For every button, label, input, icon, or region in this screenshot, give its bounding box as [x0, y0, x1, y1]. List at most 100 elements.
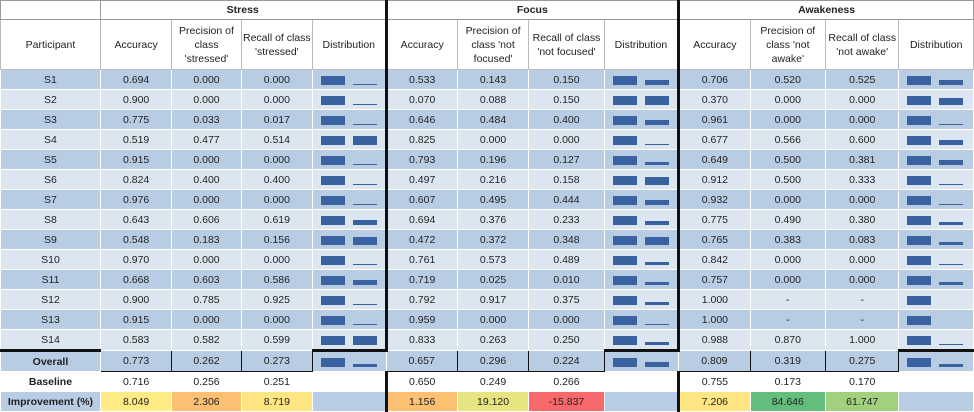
- distribution-bar-class-a: [321, 216, 346, 225]
- metric-value: 0.000: [528, 129, 605, 150]
- header-stress-accuracy: Accuracy: [99, 19, 173, 70]
- metric-value: 0.400: [171, 169, 242, 190]
- metric-value: 0.000: [171, 69, 242, 90]
- metric-value: 0.900: [99, 89, 173, 110]
- distribution-bar-class-a: [321, 196, 346, 205]
- distribution-bar-class-a: [612, 236, 637, 245]
- metric-value: 0.490: [749, 209, 827, 230]
- distribution-chart: [898, 149, 974, 170]
- metric-value: 0.477: [171, 129, 242, 150]
- distribution-chart: [603, 149, 680, 170]
- distribution-bar-class-b: [939, 264, 964, 265]
- metric-value: 1.000: [677, 289, 751, 310]
- metric-value: 0.514: [240, 129, 314, 150]
- metric-value: 0.000: [749, 109, 827, 130]
- distribution-bar-class-a: [907, 156, 932, 165]
- metric-value: 0.932: [677, 189, 751, 210]
- corner-cell: [0, 0, 101, 20]
- distribution-bar-class-a: [321, 296, 346, 305]
- metric-value: 0.025: [456, 269, 530, 290]
- metric-value: 0.000: [240, 309, 314, 330]
- participant-id: S10: [0, 249, 101, 270]
- empty-cell: [898, 391, 974, 412]
- distribution-bar-class-b: [353, 324, 378, 325]
- overall-value: 0.273: [240, 350, 314, 372]
- overall-value: 0.773: [99, 350, 173, 372]
- distribution-bar-class-b: [939, 80, 964, 85]
- metric-value: 0.694: [384, 209, 458, 230]
- distribution-bar-class-a: [612, 196, 637, 205]
- overall-label: Overall: [0, 349, 101, 372]
- distribution-bar-class-a: [907, 176, 932, 185]
- metric-value: 0.216: [456, 169, 530, 190]
- distribution-bar-class-b: [939, 160, 964, 165]
- metric-value: 0.150: [528, 69, 605, 90]
- table-row: S11 0.668 0.603 0.586 0.719 0.025 0.010 0.757 0.…: [0, 269, 974, 290]
- metric-value: 0.706: [677, 69, 751, 90]
- distribution-chart: [312, 289, 387, 310]
- metric-value: 0.775: [677, 209, 751, 230]
- improvement-value: 2.306: [171, 391, 242, 412]
- distribution-bar-class-a: [612, 296, 637, 305]
- table-row: S4 0.519 0.477 0.514 0.825 0.000 0.000 0.677 0.5…: [0, 129, 974, 150]
- distribution-bar-class-b: [353, 184, 378, 185]
- metric-value: 0.785: [171, 289, 242, 310]
- distribution-bar-class-a: [612, 136, 637, 145]
- participant-id: S13: [0, 309, 101, 330]
- metric-value: 0.000: [825, 249, 900, 270]
- metric-value: 0.976: [99, 189, 173, 210]
- distribution-bar-class-a: [907, 96, 932, 105]
- distribution-bar-class-a: [907, 216, 932, 225]
- distribution-bar-class-b: [353, 84, 378, 85]
- table-row: S2 0.900 0.000 0.000 0.070 0.088 0.150 0.370 0.0…: [0, 89, 974, 110]
- distribution-chart: [603, 309, 680, 330]
- header-stress-precision: Precision of class 'stressed': [171, 19, 242, 70]
- improvement-label: Improvement (%): [0, 391, 101, 412]
- metric-value: 0.000: [825, 189, 900, 210]
- distribution-bar-class-b: [644, 324, 669, 325]
- metric-value: 0.566: [749, 129, 827, 150]
- participant-id: S3: [0, 109, 101, 130]
- distribution-bar-class-b: [353, 237, 378, 245]
- empty-cell: [603, 371, 680, 392]
- metric-value: 0.375: [528, 289, 605, 310]
- table-row: S9 0.548 0.183 0.156 0.472 0.372 0.348 0.765 0.3…: [0, 229, 974, 250]
- table-row: S3 0.775 0.033 0.017 0.646 0.484 0.400 0.961 0.0…: [0, 109, 974, 130]
- group-awakeness: Awakeness: [677, 0, 974, 20]
- metric-value: 0.961: [677, 109, 751, 130]
- metric-value: 0.372: [456, 229, 530, 250]
- improvement-row: Improvement (%) 8.049 2.306 8.719 1.156 19.12…: [0, 391, 974, 412]
- distribution-bar-class-a: [907, 358, 932, 367]
- metric-value: 0.444: [528, 189, 605, 210]
- distribution-bar-class-b: [644, 237, 669, 245]
- metric-value: 0.000: [171, 149, 242, 170]
- metric-value: 0.376: [456, 209, 530, 230]
- distribution-bar-class-a: [612, 216, 637, 225]
- metric-value: 0.143: [456, 69, 530, 90]
- metric-value: 0.761: [384, 249, 458, 270]
- distribution-chart: [603, 269, 680, 290]
- metric-value: 0.000: [825, 109, 900, 130]
- distribution-chart: [312, 109, 387, 130]
- metric-value: 0.233: [528, 209, 605, 230]
- metric-value: -: [825, 289, 900, 310]
- metric-value: 0.917: [456, 289, 530, 310]
- metric-value: 0.380: [825, 209, 900, 230]
- metric-value: 0.000: [456, 129, 530, 150]
- table-row: S12 0.900 0.785 0.925 0.792 0.917 0.375 1.000- -: [0, 289, 974, 310]
- participant-id: S9: [0, 229, 101, 250]
- distribution-chart: [312, 249, 387, 270]
- baseline-value: 0.650: [384, 371, 458, 392]
- metric-value: 0.870: [749, 329, 827, 351]
- header-focus-accuracy: Accuracy: [384, 19, 458, 70]
- empty-cell: [312, 371, 387, 392]
- empty-cell: [898, 371, 974, 392]
- distribution-bar-class-a: [321, 256, 346, 265]
- distribution-bar-class-a: [907, 316, 932, 325]
- distribution-chart: [312, 349, 387, 372]
- baseline-row: Baseline 0.716 0.256 0.251 0.650 0.249 0.266 0.…: [0, 371, 974, 392]
- distribution-bar-class-a: [907, 76, 932, 85]
- metric-value: 0.370: [677, 89, 751, 110]
- distribution-bar-class-a: [612, 156, 637, 165]
- distribution-bar-class-b: [353, 336, 378, 345]
